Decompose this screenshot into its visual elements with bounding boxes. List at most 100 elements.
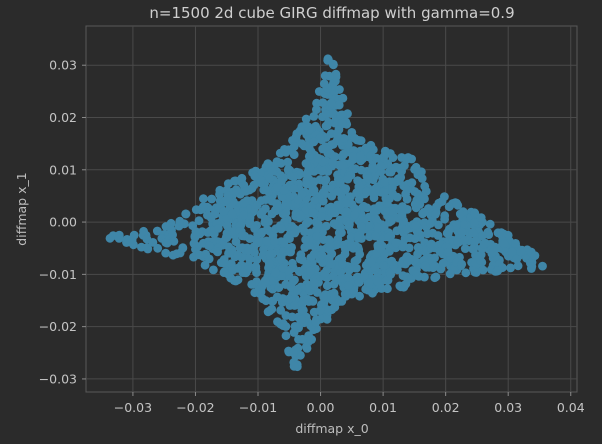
data-point	[296, 315, 306, 324]
data-point	[331, 72, 341, 82]
data-point	[499, 239, 509, 249]
data-point	[414, 243, 423, 253]
data-point	[114, 234, 124, 243]
data-point	[338, 93, 348, 103]
data-point	[343, 174, 353, 184]
y-tick-label: −0.03	[39, 371, 77, 386]
data-point	[312, 105, 321, 114]
data-point	[247, 280, 257, 289]
data-point	[237, 173, 247, 183]
data-point	[148, 238, 158, 247]
data-point	[213, 224, 223, 233]
data-point	[468, 244, 478, 254]
scatter-points	[105, 54, 547, 372]
data-point	[371, 231, 380, 241]
data-point	[326, 260, 336, 269]
data-point	[402, 155, 411, 164]
data-point	[260, 276, 270, 286]
data-point	[250, 224, 259, 233]
data-point	[332, 240, 342, 250]
data-point	[319, 292, 328, 302]
data-point	[295, 210, 305, 220]
y-tick-label: −0.01	[39, 267, 77, 282]
data-point	[231, 237, 241, 247]
data-point	[381, 206, 390, 216]
data-point	[250, 171, 260, 181]
data-point	[281, 208, 291, 218]
data-point	[271, 205, 280, 215]
data-point	[371, 184, 381, 193]
data-point	[380, 178, 389, 187]
data-point	[354, 277, 364, 287]
data-point	[343, 273, 353, 283]
data-point	[219, 268, 229, 277]
data-point	[281, 147, 291, 157]
data-point	[364, 174, 373, 183]
data-point	[238, 268, 248, 277]
data-point	[512, 254, 522, 264]
data-point	[265, 173, 275, 183]
data-point	[209, 265, 218, 275]
data-point	[168, 250, 178, 260]
x-tick-label: 0.02	[432, 400, 460, 415]
data-point	[407, 178, 417, 188]
data-point	[290, 275, 299, 285]
data-point	[493, 266, 503, 276]
data-point	[420, 261, 430, 271]
data-point	[485, 219, 495, 229]
data-point	[329, 207, 339, 217]
data-point	[161, 238, 171, 247]
data-point	[313, 153, 322, 163]
data-point	[369, 207, 379, 217]
data-point	[511, 239, 520, 248]
data-point	[334, 100, 344, 110]
chart-title: n=1500 2d cube GIRG diffmap with gamma=0…	[149, 4, 514, 22]
data-point	[297, 139, 307, 149]
data-point	[348, 164, 358, 174]
data-point	[362, 186, 371, 196]
data-point	[402, 225, 411, 235]
data-point	[308, 297, 318, 306]
data-point	[413, 166, 422, 176]
data-point	[527, 262, 537, 271]
data-point	[310, 196, 319, 205]
data-point	[239, 210, 249, 220]
data-point	[410, 234, 420, 244]
data-point	[453, 238, 463, 247]
data-point	[289, 348, 299, 358]
data-point	[306, 266, 315, 276]
data-point	[308, 208, 318, 218]
x-tick-label: 0.04	[557, 400, 585, 415]
data-point	[289, 361, 299, 371]
data-point	[298, 334, 307, 344]
data-point	[470, 209, 480, 218]
data-point	[309, 112, 319, 121]
data-point	[455, 209, 465, 219]
data-point	[252, 268, 261, 277]
data-point	[262, 236, 271, 246]
data-point	[317, 166, 327, 176]
data-point	[276, 254, 286, 264]
data-point	[387, 216, 396, 226]
data-point	[289, 184, 299, 194]
data-point	[381, 149, 390, 159]
y-tick-label: 0.01	[49, 162, 77, 177]
y-tick-label: −0.02	[39, 319, 77, 334]
data-point	[391, 238, 401, 248]
data-point	[445, 269, 455, 279]
data-point	[426, 239, 436, 249]
data-point	[473, 251, 483, 261]
data-point	[470, 236, 480, 246]
data-point	[354, 231, 363, 241]
data-point	[357, 222, 366, 231]
data-point	[350, 133, 360, 143]
data-point	[340, 249, 350, 259]
y-axis-ticks: −0.03 −0.02 −0.01 0.00 0.01 0.02 0.03	[39, 58, 86, 386]
data-point	[309, 186, 319, 195]
data-point	[360, 271, 369, 281]
data-point	[381, 193, 391, 203]
data-point	[298, 255, 307, 265]
x-tick-label: −0.03	[114, 400, 152, 415]
data-point	[333, 131, 342, 141]
data-point	[191, 227, 201, 237]
